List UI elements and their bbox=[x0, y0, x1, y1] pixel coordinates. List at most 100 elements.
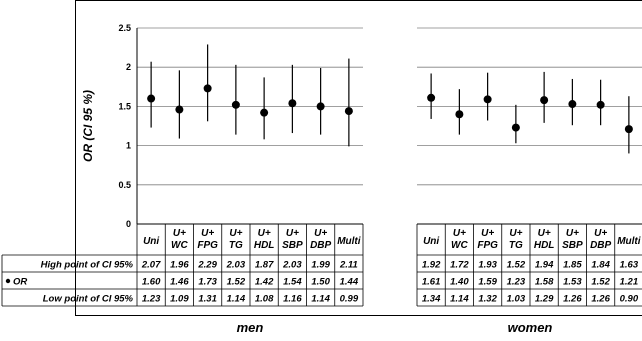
table-cell-or: 1.60 bbox=[142, 277, 161, 288]
table-cell-low: 1.08 bbox=[255, 294, 274, 305]
table-cell-or: 1.46 bbox=[170, 277, 189, 288]
table-cell-or: 1.40 bbox=[450, 277, 469, 288]
category-label: FPG bbox=[197, 240, 218, 251]
table-cell-or: 1.59 bbox=[478, 277, 497, 288]
category-label: WC bbox=[171, 240, 188, 251]
or-point bbox=[316, 102, 325, 111]
table-cell-low: 1.26 bbox=[591, 294, 610, 305]
table-cell-high: 1.92 bbox=[422, 260, 441, 271]
table-cell-low: 1.32 bbox=[478, 294, 497, 305]
category-label: U+ bbox=[481, 228, 494, 239]
table-cell-low: 1.16 bbox=[283, 294, 302, 305]
table-cell-high: 1.99 bbox=[311, 260, 330, 271]
table-cell-or: 1.61 bbox=[422, 277, 441, 288]
category-label: U+ bbox=[229, 228, 242, 239]
category-label: SBP bbox=[562, 240, 583, 251]
table-cell-low: 1.14 bbox=[227, 294, 246, 305]
table-cell-high: 1.93 bbox=[478, 260, 497, 271]
category-label: TG bbox=[229, 240, 243, 251]
category-label: U+ bbox=[566, 228, 579, 239]
table-cell-or: 1.50 bbox=[311, 277, 330, 288]
category-label: U+ bbox=[173, 228, 186, 239]
table-cell-or: 1.54 bbox=[283, 277, 302, 288]
table-cell-high: 1.94 bbox=[535, 260, 554, 271]
category-label: WC bbox=[451, 240, 468, 251]
or-point bbox=[540, 96, 549, 105]
table-cell-or: 1.52 bbox=[227, 277, 246, 288]
table-cell-or: 1.21 bbox=[620, 277, 639, 288]
group-label-men: men bbox=[237, 320, 264, 335]
table-cell-or: 1.73 bbox=[198, 277, 217, 288]
category-label: TG bbox=[509, 240, 523, 251]
table-cell-low: 0.90 bbox=[620, 294, 639, 305]
table-cell-or: 1.44 bbox=[340, 277, 359, 288]
category-label: FPG bbox=[477, 240, 498, 251]
table-cell-high: 1.63 bbox=[620, 260, 639, 271]
category-label: U+ bbox=[286, 228, 299, 239]
table-cell-low: 0.99 bbox=[340, 294, 359, 305]
or-point bbox=[568, 100, 577, 109]
category-label: Multi bbox=[617, 236, 641, 247]
or-point bbox=[455, 110, 464, 119]
y-tick-label: 1 bbox=[126, 141, 131, 151]
table-cell-low: 1.31 bbox=[198, 294, 217, 305]
table-cell-high: 2.07 bbox=[141, 260, 161, 271]
figure-frame bbox=[75, 0, 642, 316]
or-point bbox=[147, 94, 156, 103]
y-axis-label: OR (CI 95 %) bbox=[81, 90, 95, 162]
table-cell-or: 1.58 bbox=[535, 277, 554, 288]
row-label: Low point of CI 95% bbox=[43, 294, 134, 305]
category-label: Multi bbox=[337, 236, 361, 247]
category-label: U+ bbox=[509, 228, 522, 239]
category-label: U+ bbox=[453, 228, 466, 239]
or-point bbox=[288, 99, 297, 108]
table-cell-low: 1.09 bbox=[170, 294, 189, 305]
table-cell-high: 2.29 bbox=[197, 260, 217, 271]
category-label: U+ bbox=[314, 228, 327, 239]
category-label: Uni bbox=[423, 236, 439, 247]
y-tick-label: 2 bbox=[126, 62, 131, 72]
table-cell-high: 2.03 bbox=[226, 260, 246, 271]
or-point bbox=[203, 84, 212, 93]
category-label: Uni bbox=[143, 236, 159, 247]
or-point bbox=[344, 107, 353, 116]
or-point bbox=[624, 125, 633, 134]
category-label: U+ bbox=[201, 228, 214, 239]
or-point bbox=[427, 93, 436, 102]
legend-or-marker bbox=[5, 278, 11, 284]
table-cell-low: 1.23 bbox=[142, 294, 161, 305]
y-tick-label: 1.5 bbox=[118, 101, 131, 111]
category-label: HDL bbox=[534, 240, 555, 251]
category-label: U+ bbox=[594, 228, 607, 239]
category-label: DBP bbox=[590, 240, 611, 251]
table-cell-high: 2.03 bbox=[282, 260, 302, 271]
table-cell-or: 1.42 bbox=[255, 277, 274, 288]
or-point bbox=[260, 108, 269, 117]
or-point bbox=[175, 105, 184, 114]
table-cell-low: 1.34 bbox=[422, 294, 441, 305]
table-cell-low: 1.14 bbox=[450, 294, 469, 305]
table-cell-high: 1.84 bbox=[591, 260, 610, 271]
category-label: U+ bbox=[538, 228, 551, 239]
group-label-women: women bbox=[508, 320, 553, 335]
category-label: U+ bbox=[258, 228, 271, 239]
table-cell-low: 1.03 bbox=[507, 294, 526, 305]
table-cell-high: 1.96 bbox=[170, 260, 189, 271]
category-label: HDL bbox=[254, 240, 275, 251]
category-label: DBP bbox=[310, 240, 331, 251]
table-cell-low: 1.29 bbox=[535, 294, 554, 305]
table-cell-high: 1.72 bbox=[450, 260, 469, 271]
y-tick-label: 0 bbox=[126, 219, 131, 229]
or-point bbox=[511, 123, 520, 132]
or-point bbox=[596, 100, 605, 109]
table-cell-low: 1.26 bbox=[563, 294, 582, 305]
table-cell-high: 1.87 bbox=[255, 260, 274, 271]
or-point bbox=[483, 95, 492, 104]
y-tick-label: 0.5 bbox=[118, 180, 131, 190]
table-cell-or: 1.52 bbox=[591, 277, 610, 288]
y-tick-label: 2.5 bbox=[118, 23, 131, 33]
table-cell-or: 1.53 bbox=[563, 277, 582, 288]
category-label: SBP bbox=[282, 240, 303, 251]
row-label: OR bbox=[13, 277, 27, 288]
